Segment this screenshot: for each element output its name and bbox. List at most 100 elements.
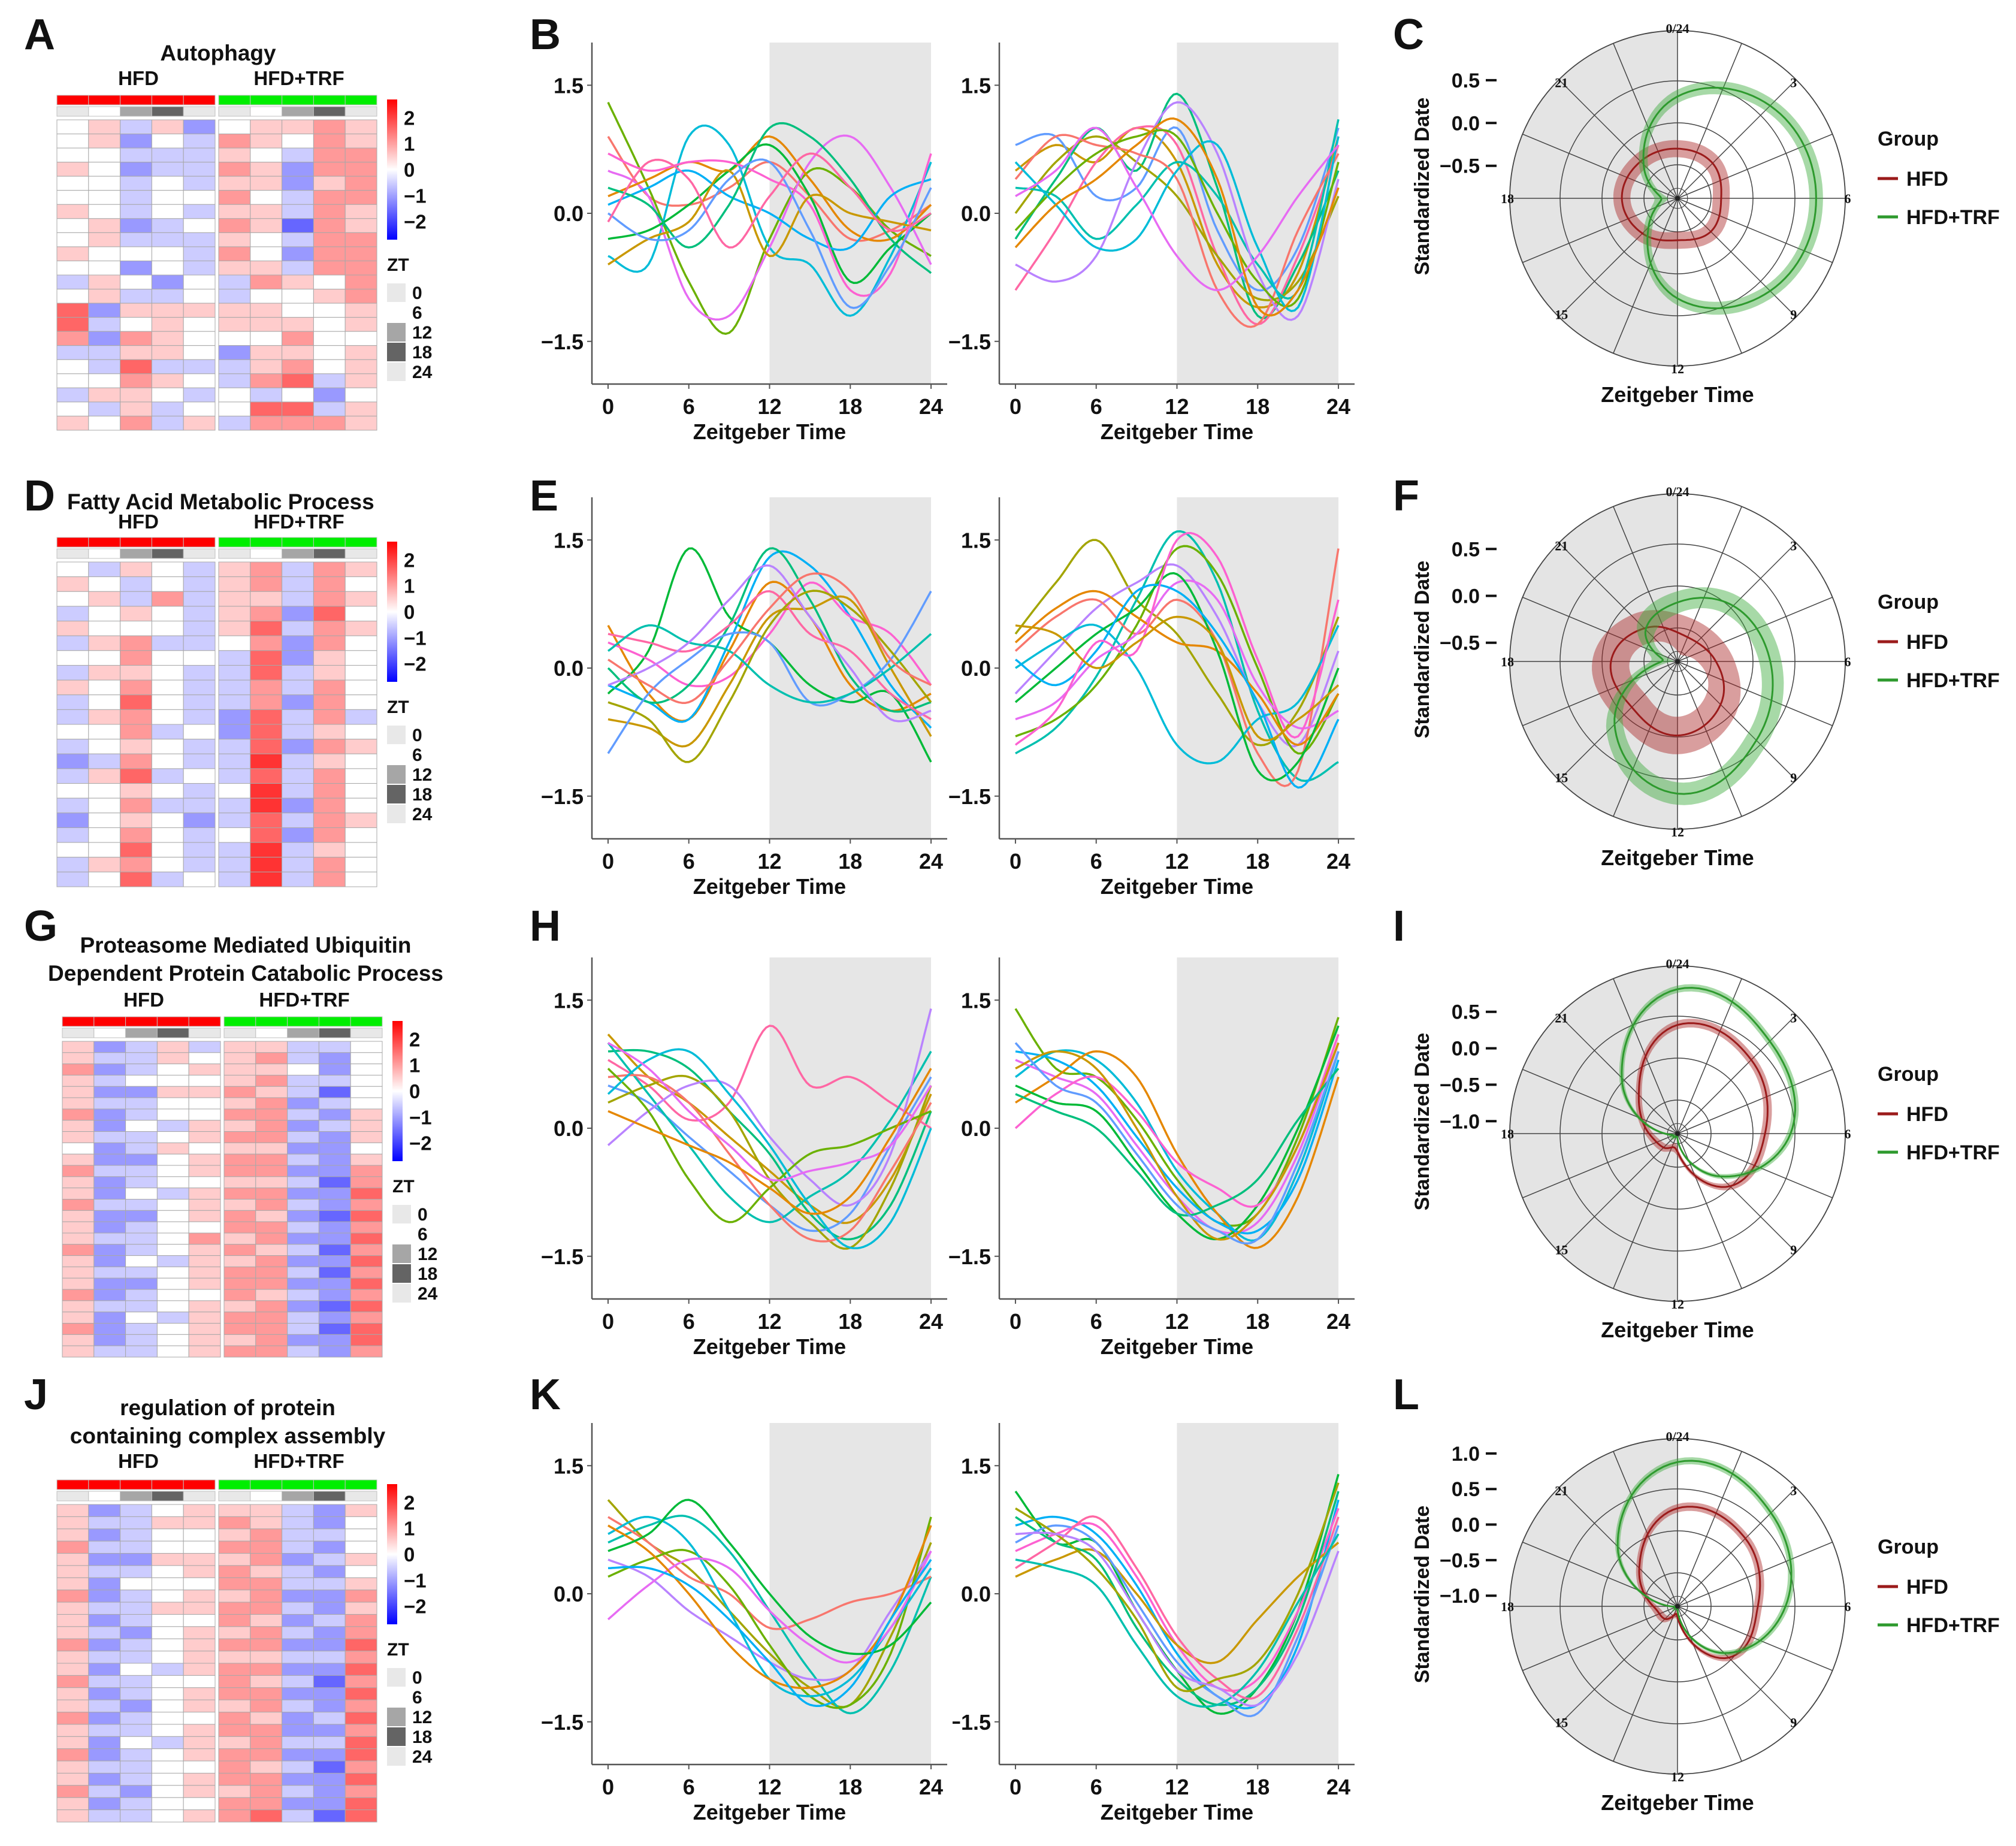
heatmap-cell	[120, 147, 152, 163]
heatmap-cell	[120, 134, 152, 149]
heatmap-cell	[282, 561, 314, 578]
heatmap-cell	[120, 739, 152, 754]
heatmap-cell	[318, 1097, 351, 1110]
zt-annotation-cell	[255, 1028, 288, 1038]
expression-curve	[607, 590, 932, 754]
heatmap-cell	[151, 709, 184, 725]
y-tick-label: 0.0	[961, 1116, 991, 1141]
group-annotation-cell	[88, 537, 121, 548]
heatmap-cell	[350, 1199, 383, 1211]
heatmap-cell	[218, 289, 251, 304]
zt-annotation-cell	[218, 106, 251, 117]
heatmap-cell	[88, 768, 121, 784]
heatmap-cell	[120, 1651, 152, 1664]
heatmap-cell	[223, 1086, 256, 1098]
heatmap-cell	[62, 1120, 95, 1132]
x-axis-title: Zeitgeber Time	[1101, 1334, 1253, 1359]
expression-curve	[1014, 1008, 1340, 1227]
heatmap-cell	[350, 1153, 383, 1166]
heatmap-cell	[151, 1651, 184, 1664]
heatmap-cell	[88, 218, 121, 233]
heatmap-cell	[120, 162, 152, 177]
heatmap-cell	[282, 119, 314, 135]
heatmap-cell	[218, 783, 251, 799]
heatmap-cell	[318, 1210, 351, 1222]
heatmap-cell	[125, 1052, 158, 1065]
group-annotation-cell	[151, 95, 184, 105]
heatmap-cell	[183, 260, 216, 276]
heatmap-cell	[183, 147, 216, 163]
heatmap-cell	[344, 1663, 377, 1676]
heatmap-cell	[120, 1663, 152, 1676]
heatmap-cell	[255, 1153, 288, 1166]
group-annotation-cell	[125, 1016, 158, 1027]
heatmap-cell	[56, 1602, 89, 1615]
heatmap-title: Dependent Protein Catabolic Process	[48, 961, 443, 986]
heatmap-cell	[250, 317, 283, 332]
heatmap-cell	[88, 842, 121, 858]
heatmap-cell	[250, 1712, 283, 1725]
group-annotation-cell	[250, 1479, 283, 1490]
group-annotation-cell	[318, 1016, 351, 1027]
heatmap-cell	[56, 147, 89, 163]
polar-plot-i: I 0/24 3 6 9 12 15 18 21 0.5 0.0 −0.5 −1.0 Standardiz…	[1393, 902, 2000, 1342]
zt-legend-swatch	[387, 303, 406, 322]
heatmap-cell	[188, 1345, 221, 1358]
heatmap-cell	[151, 812, 184, 828]
heatmap-cell	[250, 1626, 283, 1639]
zt-annotation-cell	[350, 1028, 383, 1038]
heatmap-cell	[151, 650, 184, 666]
heatmap-panel-g: G Proteasome Mediated Ubiquitin Dependent …	[24, 902, 443, 1358]
heatmap-cell	[56, 401, 89, 416]
zt-legend-label: 18	[412, 343, 432, 362]
zt-legend-title: ZT	[387, 255, 409, 275]
polar-spoke	[1677, 79, 1797, 199]
polar-hour-label: 15	[1555, 771, 1568, 785]
heatmap-cell	[151, 1577, 184, 1591]
heatmap-cell	[183, 303, 216, 318]
x-tick-label: 12	[1165, 849, 1189, 874]
heatmap-cell	[183, 1565, 216, 1578]
heatmap-cell	[88, 1590, 121, 1603]
heatmap-cell	[250, 1565, 283, 1578]
heatmap-cell	[56, 1590, 89, 1603]
heatmap-cell	[88, 1748, 121, 1762]
confidence-band-hfd-trf	[1606, 587, 1784, 805]
expression-curve	[1015, 1482, 1340, 1693]
heatmap-cell	[250, 119, 283, 135]
expression-curve	[1015, 1049, 1340, 1242]
panel-letter: D	[24, 472, 55, 520]
x-tick-label: 18	[1246, 1309, 1270, 1334]
zt-legend-label: 0	[412, 283, 422, 303]
heatmap-cell	[120, 331, 152, 346]
heatmap-cell	[287, 1086, 319, 1098]
polar-hour-label: 12	[1671, 1769, 1684, 1784]
group-annotation-cell	[56, 95, 89, 105]
heatmap-cell	[156, 1153, 189, 1166]
colorbar-tick-label: −1	[409, 1106, 432, 1128]
colorbar-tick-label: 1	[404, 575, 415, 597]
heatmap-cell	[282, 246, 314, 261]
heatmap-cell	[282, 664, 314, 681]
heatmap-cell	[350, 1097, 383, 1110]
heatmap-cell	[218, 576, 251, 592]
heatmap-cell	[318, 1064, 351, 1075]
polar-spoke	[1613, 1133, 1678, 1289]
heatmap-cell	[250, 162, 283, 177]
group-annotation-cell	[350, 1016, 383, 1027]
heatmap-cell	[183, 871, 216, 887]
heatmap-cell	[218, 1590, 251, 1603]
heatmap-cell	[250, 303, 283, 318]
heatmap-cell	[282, 1675, 314, 1688]
heatmap-cell	[250, 635, 283, 651]
heatmap-cell	[218, 857, 251, 872]
heatmap-cell	[313, 1675, 346, 1688]
heatmap-cell	[282, 1540, 314, 1554]
heatmap-cell	[255, 1244, 288, 1256]
zt-legend-label: 18	[418, 1264, 437, 1284]
radial-tick-label: 0.5	[1452, 70, 1480, 92]
polar-hour-label: 12	[1671, 824, 1684, 839]
heatmap-cell	[156, 1064, 189, 1075]
heatmap-cell	[88, 246, 121, 261]
zt-legend-label: 0	[412, 726, 422, 745]
